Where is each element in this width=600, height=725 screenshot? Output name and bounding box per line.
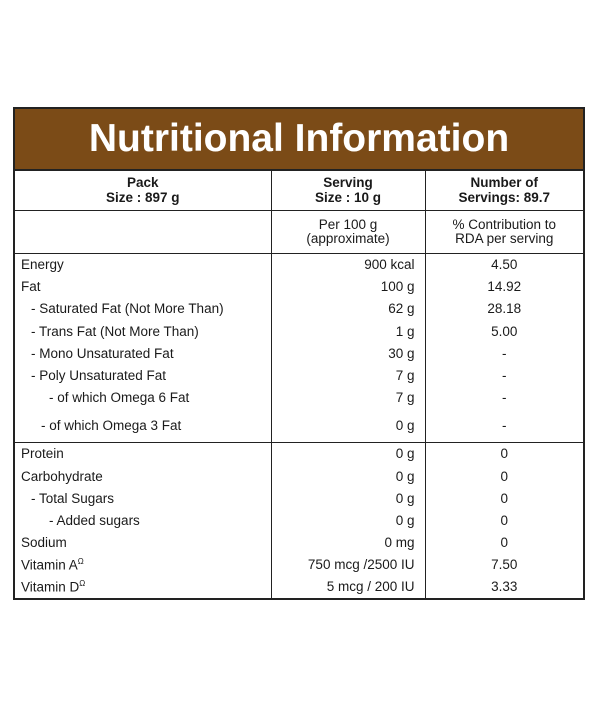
nutrient-name: - Poly Unsaturated Fat [31,367,167,383]
table-row: Fat 100 g 14.92 [15,276,583,299]
page-title: Nutritional Information [15,109,583,171]
table-row: - of which Omega 3 Fat 0 g- [15,409,583,443]
per100-value: 5 mcg / 200 IU [270,576,425,599]
rda-value: 0 [424,509,583,533]
header-row: Pack Size : 897 g Serving Size : 10 g Nu… [15,171,583,211]
nutrition-panel: Nutritional Information Pack Size : 897 … [13,107,585,600]
nutrient-name: - Saturated Fat (Not More Than) [31,301,224,317]
rda-line2: RDA per serving [455,231,554,246]
per100-value: 62 g [270,298,425,321]
rda-value: - [424,409,583,443]
rda-value: - [424,387,583,410]
nutrient-name: Sodium [21,535,67,551]
servings-cell: Number of Servings: 89.7 [424,171,583,211]
table-row: - of which Omega 6 Fat 7 g- [15,387,583,410]
table-row: - Saturated Fat (Not More Than) 62 g 28.18 [15,298,583,321]
per100-value: 0 g [270,487,425,510]
pack-label: Pack [126,175,159,191]
nutrient-name: Vitamin AΩ [21,557,84,573]
per100-value: 1 g [270,320,425,343]
serving-size-cell: Serving Size : 10 g [270,171,425,211]
rda-value: 7.50 [424,554,583,577]
table-row: - Poly Unsaturated Fat 7 g- [15,364,583,388]
serving-label: Serving [323,175,373,191]
pack-size-cell: Pack Size : 897 g [15,171,271,211]
per100-header: Per 100 g (approximate) [270,210,425,254]
footnote-mark: Ω [79,579,86,589]
footnote-mark: Ω [77,557,84,566]
rda-value: 0 [424,487,583,510]
per100-value: 100 g [270,276,425,299]
pack-size-value: Size : 897 g [105,189,180,205]
nutrition-table: Pack Size : 897 g Serving Size : 10 g Nu… [15,171,583,599]
per100-value: 0 g [270,442,425,466]
per100-value: 7 g [270,387,425,410]
rda-value: 0 [424,442,583,466]
nutrient-name: - of which Omega 3 Fat [41,417,182,433]
subheader-row: Per 100 g (approximate) % Contribution t… [15,210,583,254]
rda-value: 4.50 [424,253,583,277]
rda-value: 3.33 [424,576,583,599]
table-row: - Trans Fat (Not More Than) 1 g 5.00 [15,320,583,343]
per100-value: 7 g [270,364,425,388]
rda-value: 14.92 [424,276,583,299]
table-row: Vitamin DΩ 5 mcg / 200 IU 3.33 [15,576,583,599]
rda-value: - [424,342,583,365]
per100-value: 30 g [270,342,425,365]
per100-value: 900 kcal [270,253,425,277]
nutrient-name: - Trans Fat (Not More Than) [31,323,199,339]
rda-value: 28.18 [424,298,583,321]
per100-line2: (approximate) [306,231,390,246]
nutrient-name: Energy [21,257,64,272]
rda-value: - [424,364,583,388]
per100-value: 0 g [270,509,425,533]
per100-value: 0 mg [270,532,425,555]
nutrient-name: - of which Omega 6 Fat [49,390,190,406]
per100-value: 0 g [270,409,425,443]
nutrient-name: Protein [15,442,271,466]
nutrient-name: - Added sugars [49,512,140,528]
blank-cell [15,210,271,254]
per100-value: 0 g [270,465,425,488]
rda-value: 5.00 [424,320,583,343]
table-row: - Mono Unsaturated Fat 30 g- [15,342,583,365]
nutrient-name: - Mono Unsaturated Fat [31,345,174,361]
table-row: Vitamin AΩ 750 mcg /2500 IU 7.50 [15,554,583,577]
number-of-label: Number of [470,175,539,191]
table-row: Sodium 0 mg 0 [15,532,583,555]
rda-line1: % Contribution to [452,216,557,232]
nutrient-name: - Total Sugars [31,490,115,506]
servings-value: Servings: 89.7 [458,189,551,205]
rda-value: 0 [424,465,583,488]
per100-value: 750 mcg /2500 IU [270,554,425,577]
rda-value: 0 [424,532,583,555]
rda-header: % Contribution to RDA per serving [424,210,583,254]
serving-size-value: Size : 10 g [314,189,382,205]
table-row: Energy 900 kcal 4.50 [15,253,583,277]
nutrient-name: Vitamin DΩ [21,579,86,595]
nutrient-name: Fat [21,279,41,295]
nutrient-name: Carbohydrate [21,468,103,484]
per100-line1: Per 100 g [318,216,378,232]
